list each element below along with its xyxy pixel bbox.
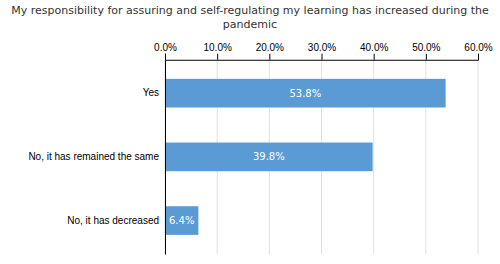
x-tick: 10.0% xyxy=(203,42,231,60)
x-tick-mark xyxy=(217,54,218,60)
bar xyxy=(165,206,198,235)
x-tick: 30.0% xyxy=(308,42,336,60)
x-tick-label: 10.0% xyxy=(203,42,231,53)
x-tick-label: 60.0% xyxy=(464,42,492,53)
x-tick-label: 20.0% xyxy=(256,42,284,53)
x-tick-mark xyxy=(426,54,427,60)
chart: My responsibility for assuring and self-… xyxy=(0,0,500,264)
data-label: 53.8% xyxy=(289,88,321,99)
x-axis-line xyxy=(166,54,479,61)
x-tick-mark xyxy=(322,54,323,60)
y-tick: No, it has remained the same xyxy=(28,151,165,162)
x-tick: 50.0% xyxy=(412,42,440,60)
data-label: 39.8% xyxy=(253,151,285,162)
bars xyxy=(165,79,446,235)
plot: 0.0% 10.0% 20.0% 30.0% 40.0% 50.0% 60.0% No, it… xyxy=(28,42,492,255)
x-tick-label: 40.0% xyxy=(360,42,388,53)
title: My responsibility for assuring and self-… xyxy=(11,4,489,31)
title-line: pandemic xyxy=(223,18,277,31)
x-tick: 20.0% xyxy=(256,42,284,60)
x-tick-mark xyxy=(269,54,270,60)
x-tick: 60.0% xyxy=(464,42,492,60)
data-label: 6.4% xyxy=(169,215,194,226)
x-tick: 40.0% xyxy=(360,42,388,60)
grid-line xyxy=(478,60,479,254)
x-tick-label: 0.0% xyxy=(154,42,177,53)
bar xyxy=(165,143,373,172)
y-axis-line xyxy=(165,60,166,254)
x-tick: 0.0% xyxy=(154,42,177,60)
x-tick-mark xyxy=(374,54,375,60)
x-tick-label: 30.0% xyxy=(308,42,336,53)
y-tick-label: Yes xyxy=(143,87,159,98)
y-tick: Yes xyxy=(143,87,165,98)
grid-line xyxy=(165,60,166,254)
y-tick: No, it has decreased xyxy=(67,215,165,226)
chart-container: My responsibility for assuring and self-… xyxy=(0,0,500,264)
y-tick-label: No, it has decreased xyxy=(67,215,159,226)
x-tick-mark xyxy=(478,54,479,60)
grid xyxy=(165,60,478,254)
x-axis: 0.0% 10.0% 20.0% 30.0% 40.0% 50.0% 60.0% xyxy=(154,42,493,61)
title-line: My responsibility for assuring and self-… xyxy=(11,4,489,17)
x-tick-label: 50.0% xyxy=(412,42,440,53)
y-axis: No, it has decreased No, it has remained … xyxy=(28,60,165,254)
bar xyxy=(165,79,446,108)
y-tick-label: No, it has remained the same xyxy=(28,151,159,162)
data-labels: 6.4% 39.8% 53.8% xyxy=(169,88,321,226)
x-tick-mark xyxy=(165,54,166,60)
